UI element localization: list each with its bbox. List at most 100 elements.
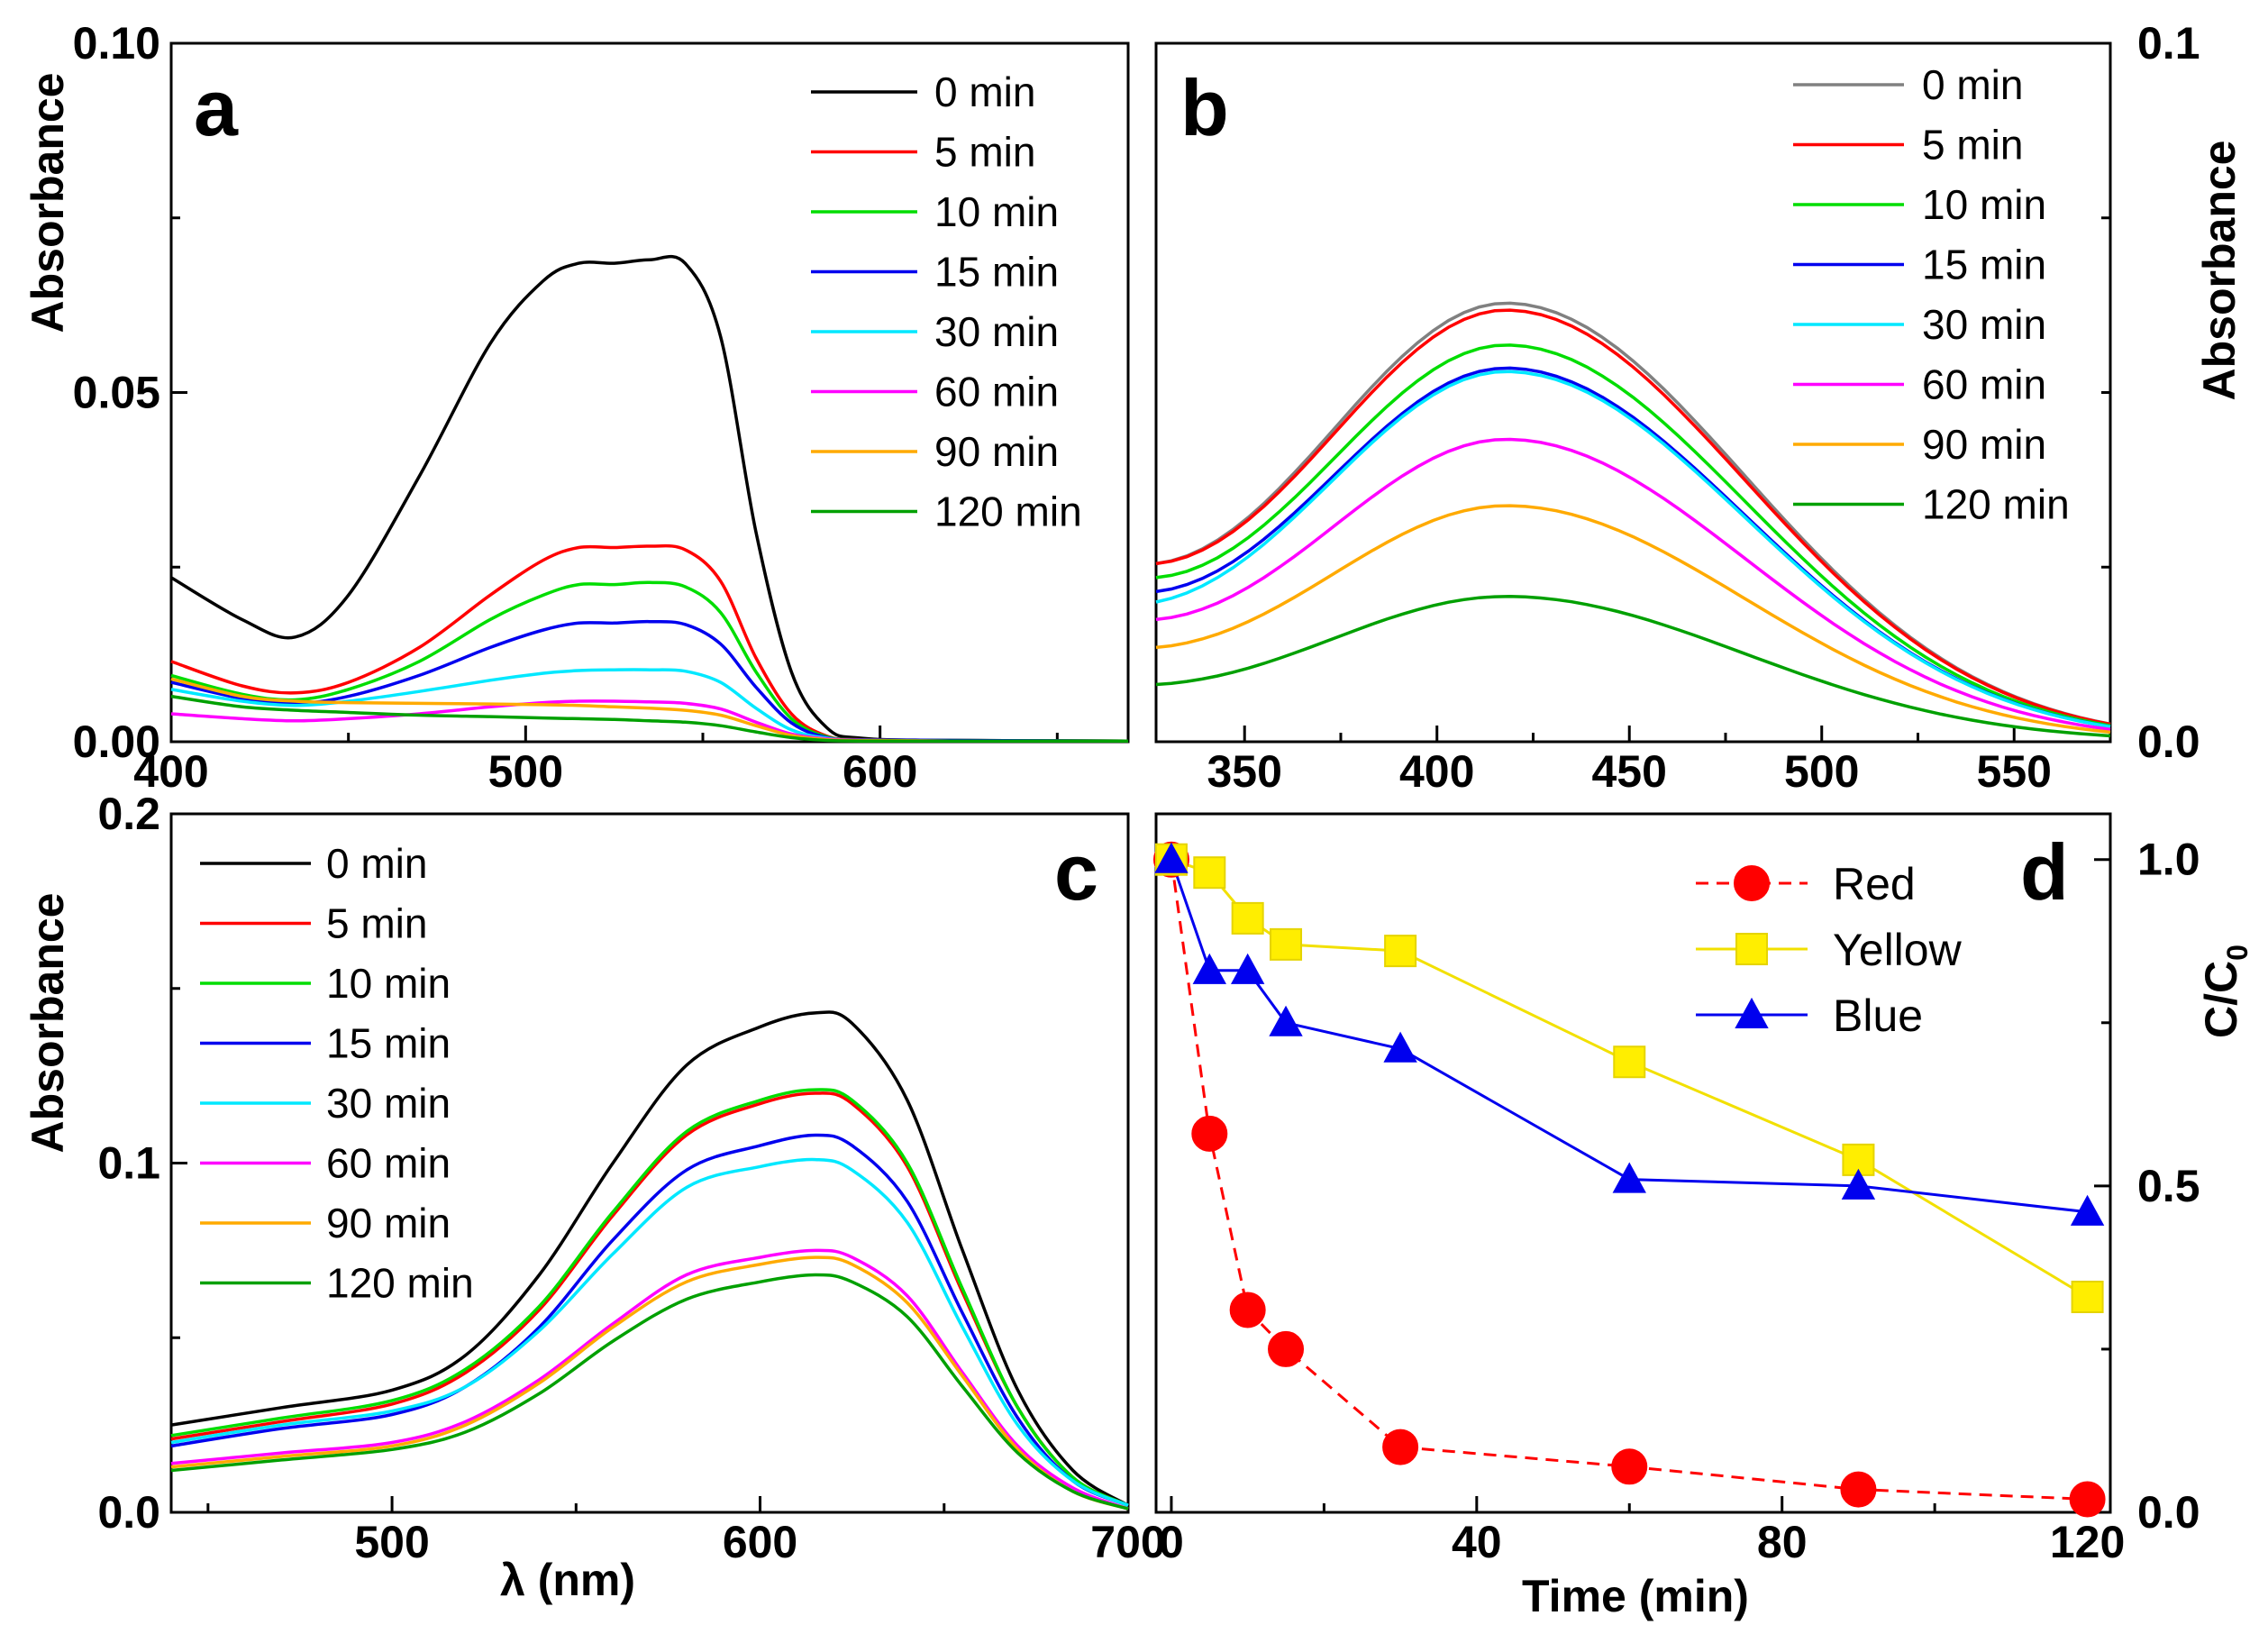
data-point-blue <box>1841 1168 1876 1200</box>
legend-label: 15 min <box>934 249 1059 296</box>
series-line-30-min <box>170 668 1129 744</box>
legend-label: Blue <box>1833 990 1923 1041</box>
data-point-blue <box>1154 842 1189 873</box>
series-line-blue <box>1170 859 2088 1214</box>
x-tick-label: 550 <box>1977 746 2052 797</box>
legend-label: 5 min <box>1922 122 2023 169</box>
legend-label: 15 min <box>1922 242 2046 288</box>
legend-marker <box>1735 933 1768 965</box>
y-axis-label-main: C/C <box>2196 961 2246 1038</box>
data-point-blue <box>1192 953 1226 984</box>
legend-label: Red <box>1833 859 1916 909</box>
y-tick-label: 0.0 <box>97 1487 160 1538</box>
y-tick-label: 0.0 <box>2137 1487 2200 1538</box>
data-point-yellow <box>1231 901 1264 935</box>
legend-label: 90 min <box>1922 421 2046 468</box>
x-tick-label: 400 <box>1399 746 1474 797</box>
legend-label: 60 min <box>934 369 1059 415</box>
data-point-red <box>1191 1115 1228 1152</box>
series-line-15-min <box>170 619 1129 743</box>
series-line-5-min <box>1155 308 2111 726</box>
data-point-yellow <box>1613 1045 1646 1079</box>
panel-label: c <box>1054 827 1098 917</box>
data-point-yellow <box>1270 927 1303 961</box>
y-tick-label: 0.1 <box>97 1138 160 1189</box>
data-point-yellow <box>1384 935 1417 968</box>
legend-marker <box>1734 865 1770 901</box>
x-tick-label: 0 <box>1159 1517 1184 1567</box>
series-line-0-min <box>170 1010 1129 1507</box>
series-line-120-min <box>170 694 1128 744</box>
x-tick-label: 500 <box>354 1517 429 1567</box>
y-axis-label: Absorbance <box>2194 141 2245 401</box>
legend-label: 15 min <box>326 1020 451 1067</box>
legend-label: 120 min <box>934 488 1082 535</box>
series-line-10-min <box>170 1088 1129 1507</box>
x-tick-label: 80 <box>1757 1517 1808 1567</box>
panel-label: d <box>2020 827 2069 917</box>
legend-label: 10 min <box>934 188 1059 235</box>
legend-label: 0 min <box>1922 61 2023 108</box>
legend-label: 30 min <box>934 308 1059 355</box>
y-tick-label: 0.0 <box>2137 717 2200 767</box>
y-tick-label: 0.2 <box>97 789 160 839</box>
legend-label: Yellow <box>1833 925 1963 975</box>
data-point-red <box>1229 1292 1266 1328</box>
data-point-red <box>1382 1429 1419 1465</box>
legend-label: 90 min <box>326 1200 451 1246</box>
x-tick-label: 450 <box>1592 746 1667 797</box>
series-line-10-min <box>170 580 1129 743</box>
series-line-90-min <box>1155 504 2111 735</box>
legend-label: 0 min <box>326 840 427 887</box>
legend-label: 120 min <box>1922 481 2070 528</box>
y-tick-label: 0.10 <box>73 18 160 68</box>
legend-label: 30 min <box>326 1080 451 1127</box>
x-tick-label: 600 <box>723 1517 797 1567</box>
data-point-blue <box>1612 1162 1646 1193</box>
x-axis-label: Time (min) <box>1522 1571 1749 1621</box>
series-line-60-min <box>170 1248 1129 1511</box>
legend-label: 10 min <box>1922 181 2046 228</box>
series-line-red <box>1170 859 2088 1501</box>
plot-frame <box>1154 812 2112 1514</box>
y-axis-label: C/C0 <box>2196 945 2254 1038</box>
series-line-0-min <box>170 254 1129 743</box>
data-point-yellow <box>2071 1280 2104 1313</box>
x-tick-label: 40 <box>1452 1517 1502 1567</box>
series-line-120-min <box>1155 595 2111 738</box>
panel-c: 500 600 700 0.0 0.1 0.2 Absorbance λ (nm) c 0 min… <box>23 789 1166 1605</box>
series-line-90-min <box>170 1255 1129 1511</box>
series-line-120-min <box>170 1273 1129 1511</box>
data-point-blue <box>1269 1005 1303 1036</box>
series-line-15-min <box>170 1133 1129 1507</box>
x-tick-label: 700 <box>1090 1517 1165 1567</box>
legend-label: 5 min <box>934 129 1035 176</box>
y-axis-label-subscript: 0 <box>2221 945 2254 961</box>
y-axis-label: Absorbance <box>23 73 73 333</box>
x-tick-label: 400 <box>133 746 208 797</box>
series-line-30-min <box>170 1157 1129 1507</box>
series-line-60-min <box>1155 437 2111 732</box>
x-tick-label: 500 <box>1784 746 1859 797</box>
legend-label: 30 min <box>1922 301 2046 348</box>
legend-marker <box>1735 997 1769 1028</box>
data-point-blue <box>1230 953 1265 984</box>
panel-b: 350 400 450 500 550 0.0 0.1 Absorbance b 0 min 5 m… <box>1154 18 2245 797</box>
series-line-30-min <box>1155 370 2111 729</box>
legend-label: 5 min <box>326 900 427 947</box>
y-tick-label: 0.05 <box>73 368 160 418</box>
panel-label: a <box>194 63 239 152</box>
x-tick-label: 120 <box>2050 1517 2125 1567</box>
y-tick-label: 0.5 <box>2137 1161 2200 1211</box>
y-tick-label: 0.00 <box>73 717 160 767</box>
data-point-blue <box>1383 1031 1417 1063</box>
legend-label: 60 min <box>326 1140 451 1187</box>
y-axis-label: Absorbance <box>23 893 73 1154</box>
legend-label: 120 min <box>326 1260 474 1307</box>
x-tick-label: 350 <box>1207 746 1281 797</box>
x-axis-label: λ (nm) <box>500 1555 635 1605</box>
data-point-yellow <box>1193 856 1226 890</box>
legend-label: 10 min <box>326 960 451 1007</box>
